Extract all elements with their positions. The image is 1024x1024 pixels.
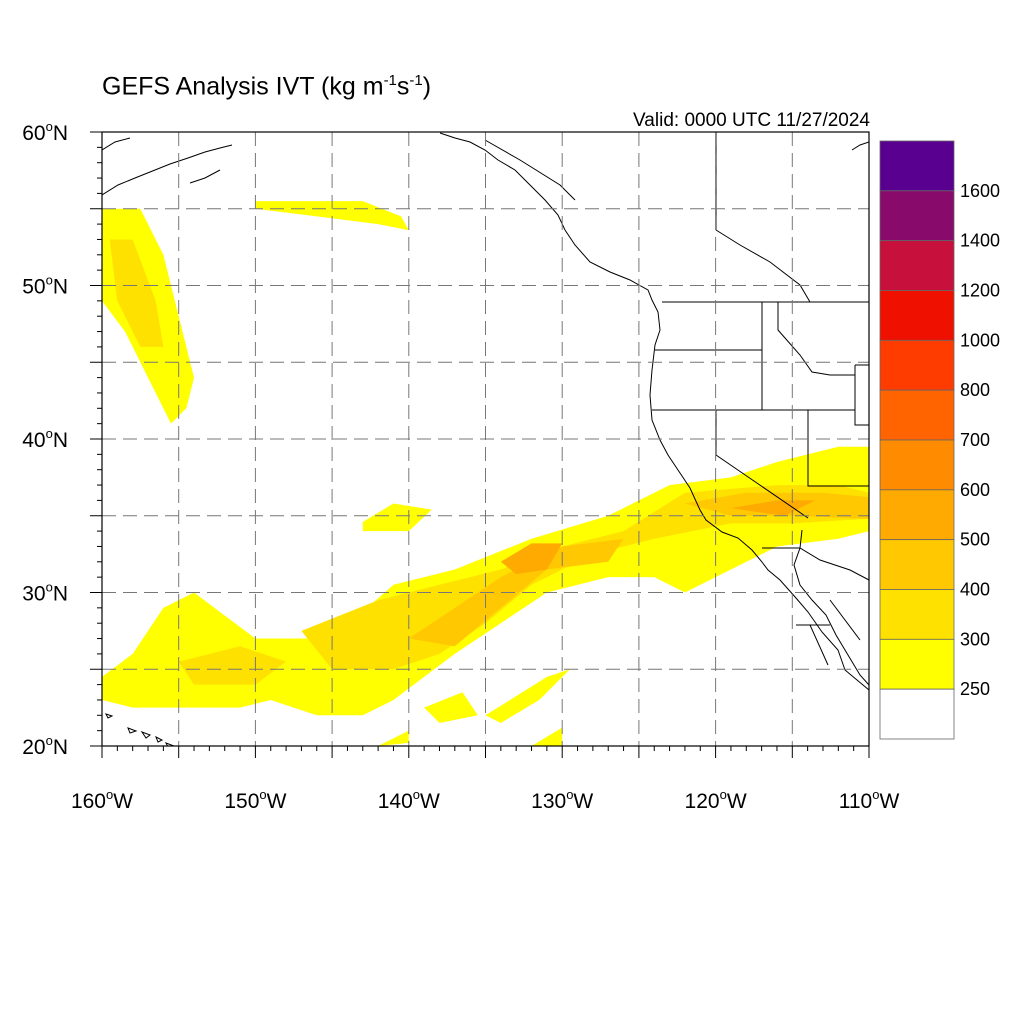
ivt-region-10	[730, 500, 816, 516]
lon-label-160W: 160oW	[71, 787, 133, 813]
title-main-text: GEFS Analysis IVT (kg m	[102, 72, 384, 101]
ivt-region-9	[500, 543, 563, 575]
colorbar-label: 500	[960, 530, 990, 550]
colorbar-label: 1000	[960, 330, 1000, 350]
coastline-layer	[102, 132, 869, 746]
lat-label-60N: 60oN	[22, 119, 68, 145]
colorbar-label: 1200	[960, 281, 1000, 301]
colorbar-box	[879, 638, 955, 690]
colorbar-box	[879, 140, 955, 192]
map-title: GEFS Analysis IVT (kg m-1s-1)	[102, 72, 431, 101]
title-exponent-1: -1	[383, 72, 397, 89]
lat-label-50N: 50oN	[22, 273, 68, 299]
colorbar-box	[879, 240, 955, 291]
lon-label-120W: 120oW	[685, 787, 747, 813]
ivt-region-7	[408, 538, 624, 647]
colorbar-label: 1400	[960, 231, 1000, 251]
aleutian-islands	[851, 141, 869, 151]
colorbar-box	[879, 439, 955, 491]
ivt-region-5	[178, 646, 287, 685]
ivt-region-13	[378, 730, 409, 746]
colorbar: 250 300 400 500 600 700 800 1000 1200 1400 1600	[879, 140, 1000, 740]
title-close-paren: )	[422, 72, 432, 101]
title-exponent-2: -1	[409, 72, 423, 89]
colorbar-box	[879, 688, 955, 740]
baja-peninsula-east-coast	[793, 529, 869, 686]
lat-label-30N: 30oN	[22, 580, 68, 606]
colorbar-label: 300	[960, 629, 990, 649]
colorbar-label: 600	[960, 480, 990, 500]
lon-label-110W: 110oW	[839, 787, 900, 813]
colorbar-label: 400	[960, 580, 990, 600]
lon-label-150W: 150oW	[224, 787, 286, 813]
colorbar-box	[879, 290, 955, 341]
ivt-region-14	[531, 727, 563, 746]
us-mexico-border	[762, 547, 869, 581]
valid-time-label: Valid: 0000 UTC 11/27/2024	[633, 110, 870, 131]
title-unit-s: s	[396, 72, 410, 101]
canada-province-borders	[715, 229, 811, 303]
axis-labels: 160oW 150oW 140oW 130oW 120oW 110oW 60oN 50oN 40…	[22, 119, 899, 813]
ivt-region-3	[362, 503, 432, 532]
colorbar-box	[879, 339, 955, 391]
mexico-state-borders	[796, 599, 861, 666]
axis-ticks	[90, 131, 870, 758]
colorbar-label: 1600	[960, 181, 1000, 201]
colorbar-label: 700	[960, 430, 990, 450]
ivt-region-12	[485, 669, 570, 723]
hawaii-islands	[105, 713, 176, 746]
colorbar-box	[879, 539, 955, 590]
lat-label-40N: 40oN	[22, 426, 68, 452]
lat-label-20N: 20oN	[22, 733, 68, 759]
colorbar-box	[879, 589, 955, 640]
lon-label-140W: 140oW	[378, 787, 440, 813]
ivt-region-1	[109, 239, 164, 347]
colorbar-box	[879, 190, 955, 242]
north-america-coastline	[439, 132, 869, 691]
lon-label-130W: 130oW	[531, 787, 593, 813]
colorbar-label: 800	[960, 380, 990, 400]
ivt-region-11	[424, 692, 478, 723]
colorbar-box	[879, 489, 955, 541]
colorbar-box	[879, 389, 955, 441]
colorbar-label: 250	[960, 679, 990, 699]
gridlines	[102, 132, 869, 746]
alaska-coastline	[102, 137, 233, 196]
